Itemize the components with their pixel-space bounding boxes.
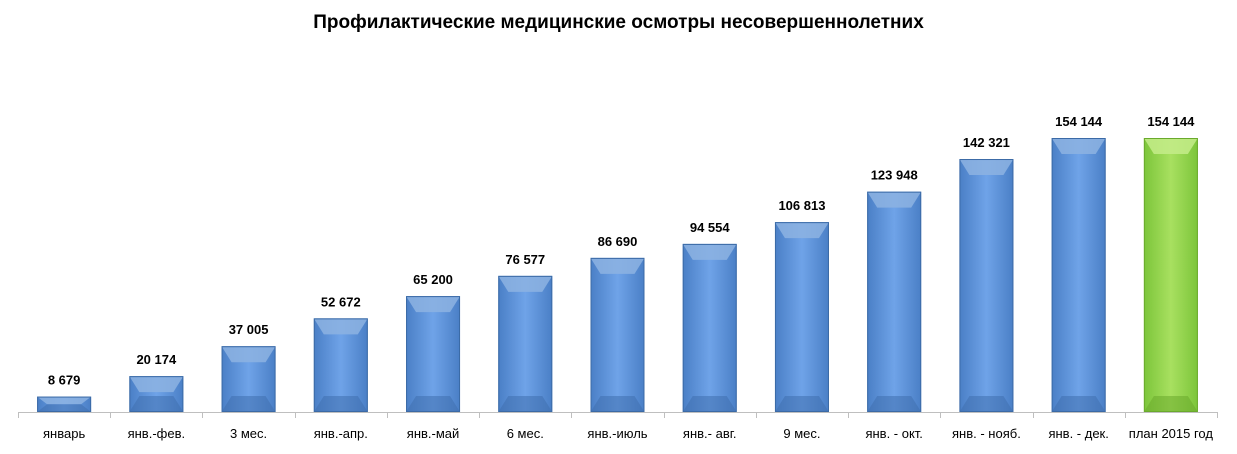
- bar: [406, 296, 461, 412]
- bar-outline: [221, 346, 276, 412]
- bar: [867, 191, 922, 412]
- bar-bevel-top: [590, 257, 645, 274]
- bar-bevel-top: [682, 243, 737, 260]
- data-label: 65 200: [413, 272, 453, 287]
- category-label: 3 мес.: [230, 426, 267, 441]
- bar-outline: [406, 296, 461, 412]
- bar-bevel-bottom: [774, 396, 829, 412]
- bar-outline: [959, 159, 1014, 412]
- bar-bevel-bottom: [37, 404, 92, 412]
- bar-outline: [37, 396, 92, 413]
- bar-outline: [313, 318, 368, 413]
- bar-bevel-top: [406, 296, 461, 313]
- data-label: 8 679: [48, 373, 81, 388]
- bar-bevel-bottom: [682, 396, 737, 412]
- bar-outline: [129, 376, 184, 412]
- bar: [774, 222, 829, 412]
- bar-body: [498, 275, 553, 412]
- bar-outline: [682, 243, 737, 412]
- category-label: янв.-май: [407, 426, 460, 441]
- bar-bevel-bottom: [867, 396, 922, 412]
- bar-bevel-top: [498, 275, 553, 292]
- bar-outline: [1051, 138, 1106, 412]
- bar: [590, 257, 645, 412]
- category-label: янв.-фев.: [128, 426, 186, 441]
- data-label: 154 144: [1055, 114, 1103, 129]
- bar: [959, 159, 1014, 412]
- bar-bevel-top: [1143, 138, 1198, 154]
- bar-outline: [1143, 138, 1198, 412]
- bar-bevel-bottom: [313, 396, 368, 412]
- bar-bevel-top: [221, 346, 276, 363]
- bar-bevel-top: [129, 376, 184, 393]
- category-label: январь: [43, 426, 85, 441]
- bar-bevel-top: [313, 318, 368, 335]
- bar-bevel-bottom: [129, 396, 184, 412]
- bar-body: [1051, 138, 1106, 412]
- bar: [1143, 138, 1198, 412]
- category-label: янв. - нояб.: [952, 426, 1021, 441]
- category-label: янв.- авг.: [683, 426, 737, 441]
- category-label: 9 мес.: [783, 426, 820, 441]
- data-label: 52 672: [321, 294, 361, 309]
- bar-body: [590, 257, 645, 412]
- bar-bevel-bottom: [1051, 396, 1106, 412]
- category-label: 6 мес.: [507, 426, 544, 441]
- bar-outline: [498, 275, 553, 412]
- bar-body: [682, 243, 737, 412]
- data-label: 37 005: [229, 322, 269, 337]
- chart-title: Профилактические медицинские осмотры нес…: [313, 12, 924, 33]
- data-label: 106 813: [778, 198, 825, 213]
- bar-bevel-top: [774, 222, 829, 239]
- data-label: 76 577: [505, 252, 545, 267]
- bar: [37, 396, 92, 413]
- bar: [129, 376, 184, 412]
- bar-body: [867, 191, 922, 412]
- bar-bevel-top: [867, 191, 922, 208]
- labels-layer: 8 679 январь 20 174 янв.-фев. 37 005 3 мес. 52…: [43, 114, 1213, 441]
- data-label: 86 690: [598, 234, 638, 249]
- data-label: 20 174: [136, 352, 177, 367]
- data-label: 142 321: [963, 135, 1010, 150]
- bar-body: [406, 296, 461, 412]
- bar-body: [774, 222, 829, 412]
- bar-outline: [867, 191, 922, 412]
- bar-body: [1143, 138, 1198, 412]
- category-label: янв.-июль: [587, 426, 647, 441]
- data-label: 154 144: [1147, 114, 1195, 129]
- bar-bevel-bottom: [406, 396, 461, 412]
- bar: [221, 346, 276, 412]
- bar-bevel-bottom: [221, 396, 276, 412]
- axis-layer: [18, 412, 1218, 418]
- category-label: план 2015 год: [1129, 426, 1214, 441]
- data-label: 94 554: [690, 220, 731, 235]
- bar-bevel-top: [1051, 138, 1106, 154]
- bar-bevel-bottom: [498, 396, 553, 412]
- bar-body: [959, 159, 1014, 412]
- bar: [498, 275, 553, 412]
- category-label: янв.-апр.: [314, 426, 368, 441]
- bar-bevel-top: [959, 159, 1014, 176]
- bar-outline: [774, 222, 829, 412]
- bar-bevel-top: [37, 396, 92, 405]
- bar-bevel-bottom: [1143, 396, 1198, 412]
- category-label: янв. - окт.: [865, 426, 922, 441]
- data-label: 123 948: [871, 168, 918, 183]
- bar-bevel-bottom: [590, 396, 645, 412]
- category-label: янв. - дек.: [1048, 426, 1108, 441]
- bar: [313, 318, 368, 413]
- bar-outline: [590, 257, 645, 412]
- bar: [1051, 138, 1106, 412]
- bars-layer: [37, 138, 1198, 413]
- bar-bevel-bottom: [959, 396, 1014, 412]
- bar: [682, 243, 737, 412]
